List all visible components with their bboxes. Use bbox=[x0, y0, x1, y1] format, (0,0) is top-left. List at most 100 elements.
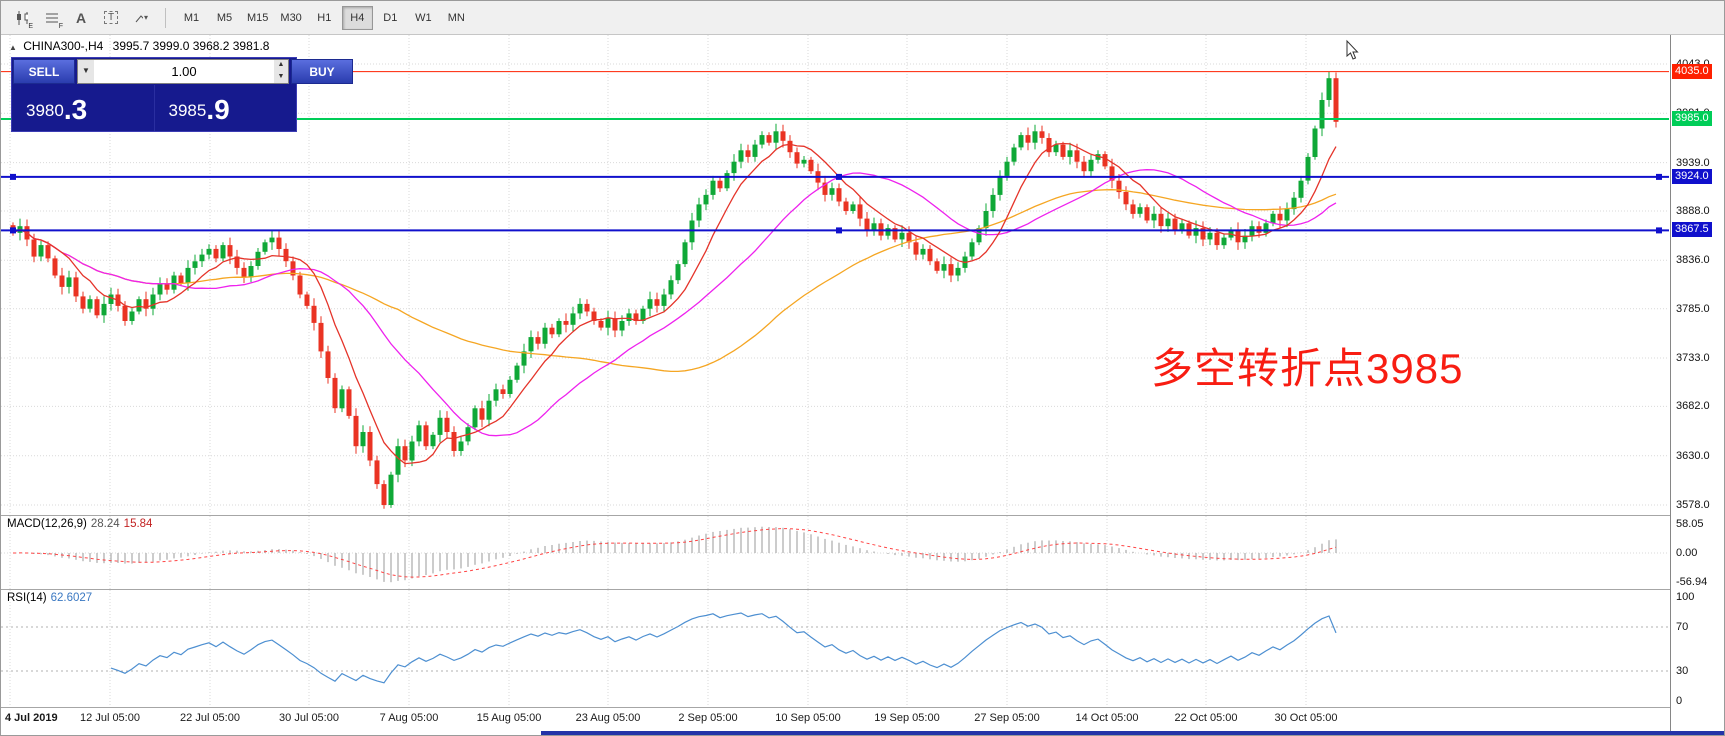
one-click-trading-panel: SELL ▼ ▲▼ BUY 3980.3 3985.9 bbox=[11, 57, 353, 132]
drawing-tools-icon[interactable]: ▾ bbox=[127, 5, 155, 30]
stepper-up-icon[interactable]: ▲ bbox=[277, 61, 285, 68]
horizontal-gridlines bbox=[1, 63, 1669, 506]
time-label: 23 Aug 05:00 bbox=[575, 712, 641, 724]
bid-base-digits: 3980 bbox=[26, 101, 64, 120]
chart-header: ▲ CHINA300-,H4 3995.7 3999.0 3968.2 3981… bbox=[9, 39, 269, 53]
vertical-gridlines bbox=[9, 35, 1307, 515]
time-label: 7 Aug 05:00 bbox=[379, 712, 439, 724]
timeframe-button-group: M1 M5 M15 M30 H1 H4 D1 W1 MN bbox=[176, 5, 472, 30]
time-label: 27 Sep 05:00 bbox=[974, 712, 1040, 724]
mouse-cursor-icon bbox=[1346, 39, 1359, 60]
time-label: 12 Jul 05:00 bbox=[80, 712, 140, 724]
rsi-svg[interactable] bbox=[1, 590, 1669, 707]
time-label: 22 Oct 05:00 bbox=[1174, 712, 1238, 724]
macd-axis-label: -56.94 bbox=[1676, 576, 1708, 588]
timeframe-m1-button[interactable]: M1 bbox=[176, 6, 207, 30]
chart-style-icon[interactable]: E bbox=[7, 5, 35, 30]
taskbar-fragment bbox=[541, 731, 1724, 735]
macd-main-value: 28.24 bbox=[90, 518, 120, 530]
time-label: 10 Sep 05:00 bbox=[775, 712, 841, 724]
price-tick-label: 3785.0 bbox=[1676, 302, 1710, 315]
ask-price[interactable]: 3985.9 bbox=[153, 85, 297, 131]
sell-button[interactable]: SELL bbox=[13, 59, 75, 84]
timeframe-m30-button[interactable]: M30 bbox=[275, 6, 306, 30]
ask-big-digits: .9 bbox=[206, 94, 230, 125]
ask-base-digits: 3985 bbox=[168, 101, 207, 120]
time-label: 15 Aug 05:00 bbox=[476, 712, 542, 724]
time-label: 4 Jul 2019 bbox=[5, 712, 58, 724]
time-axis[interactable]: 4 Jul 2019 12 Jul 05:00 22 Jul 05:00 30 Jul… bbox=[1, 708, 1670, 731]
time-label: 30 Oct 05:00 bbox=[1274, 712, 1338, 724]
trade-panel-top-row: SELL ▼ ▲▼ BUY bbox=[12, 58, 353, 85]
price-tick-label: 3578.0 bbox=[1676, 499, 1710, 511]
toolbar-icon-group: E F A T ▾ bbox=[7, 5, 155, 30]
ma-fast-line bbox=[12, 142, 1337, 465]
bid-big-digits: .3 bbox=[63, 94, 88, 125]
price-tick-label: 3682.0 bbox=[1676, 400, 1710, 413]
time-label: 19 Sep 05:00 bbox=[874, 712, 940, 724]
price-level-badge: 4035.0 bbox=[1672, 63, 1712, 79]
price-level-badge: 3924.0 bbox=[1672, 168, 1712, 184]
rsi-panel: RSI(14) 62.6027 bbox=[1, 590, 1670, 707]
price-tick-label: 3630.0 bbox=[1676, 449, 1710, 462]
volume-stepper[interactable]: ▲ ▼ bbox=[274, 60, 288, 83]
toolbar: E F A T ▾ M1 M5 M15 M30 H1 H4 D1 W1 MN bbox=[1, 1, 1724, 35]
macd-label: MACD(12,26,9) 28.24 15.84 bbox=[7, 518, 152, 530]
timeframe-m5-button[interactable]: M5 bbox=[209, 6, 240, 30]
price-tick-label: 3939.0 bbox=[1676, 156, 1710, 169]
macd-axis-label: 58.05 bbox=[1676, 518, 1704, 530]
volume-input[interactable] bbox=[94, 60, 274, 83]
timeframe-m15-button[interactable]: M15 bbox=[242, 6, 273, 30]
time-label: 30 Jul 05:00 bbox=[279, 712, 339, 724]
timeframe-h4-button[interactable]: H4 bbox=[341, 5, 373, 30]
ohlc-readout: 3995.7 3999.0 3968.2 3981.8 bbox=[112, 39, 270, 53]
stepper-down-icon[interactable]: ▼ bbox=[277, 72, 285, 80]
text-label-icon[interactable]: T bbox=[97, 5, 125, 30]
macd-axis-label: 0.00 bbox=[1676, 547, 1698, 559]
trade-panel-price-row: 3980.3 3985.9 bbox=[12, 85, 296, 131]
price-level-badge: 3867.5 bbox=[1672, 222, 1712, 238]
bid-price[interactable]: 3980.3 bbox=[12, 85, 154, 131]
panel-divider bbox=[1, 707, 1724, 708]
text-annotation-icon[interactable]: A bbox=[67, 5, 95, 30]
rsi-axis-label: 30 bbox=[1676, 665, 1689, 677]
timeframe-d1-button[interactable]: D1 bbox=[375, 6, 406, 30]
panel-divider[interactable] bbox=[1, 515, 1724, 516]
vertical-gridlines bbox=[9, 590, 1307, 707]
indicator-list-icon[interactable]: F bbox=[37, 5, 65, 30]
timeframe-mn-button[interactable]: MN bbox=[441, 6, 472, 30]
price-tick-label: 3733.0 bbox=[1676, 352, 1710, 364]
macd-svg[interactable] bbox=[1, 516, 1669, 589]
ma-slow-line bbox=[12, 189, 1337, 373]
macd-name: MACD(12,26,9) bbox=[7, 518, 87, 530]
main-chart-panel: ▲ CHINA300-,H4 3995.7 3999.0 3968.2 3981… bbox=[1, 35, 1670, 515]
price-tick-label: 3836.0 bbox=[1676, 254, 1710, 267]
bottom-strip bbox=[1, 731, 1724, 735]
rsi-axis-label: 70 bbox=[1676, 621, 1689, 633]
macd-signal-line bbox=[12, 528, 1337, 578]
rsi-line bbox=[110, 612, 1337, 684]
toolbar-separator bbox=[165, 7, 166, 28]
time-label: 2 Sep 05:00 bbox=[678, 712, 738, 724]
panel-divider[interactable] bbox=[1, 589, 1724, 590]
rsi-label: RSI(14) 62.6027 bbox=[7, 592, 92, 604]
timeframe-w1-button[interactable]: W1 bbox=[408, 6, 439, 30]
rsi-value: 62.6027 bbox=[50, 592, 93, 604]
time-label: 22 Jul 05:00 bbox=[180, 712, 240, 724]
candlestick-series bbox=[10, 71, 1339, 509]
symbol-period-label: CHINA300-,H4 bbox=[23, 39, 104, 53]
volume-dropdown-icon[interactable]: ▼ bbox=[78, 60, 94, 83]
price-axis[interactable]: 4043.03991.03939.03888.03836.03785.03733… bbox=[1670, 35, 1724, 735]
macd-histogram bbox=[19, 526, 1337, 583]
main-chart-svg[interactable] bbox=[1, 35, 1669, 515]
price-tick-label: 3888.0 bbox=[1676, 205, 1710, 217]
buy-button[interactable]: BUY bbox=[291, 59, 353, 84]
timeframe-h1-button[interactable]: H1 bbox=[309, 6, 340, 30]
time-label: 14 Oct 05:00 bbox=[1075, 712, 1139, 724]
macd-signal-value: 15.84 bbox=[123, 518, 153, 530]
chart-annotation: 多空转折点3985 bbox=[1151, 345, 1464, 392]
rsi-name: RSI(14) bbox=[7, 592, 47, 604]
collapse-arrow-icon[interactable]: ▲ bbox=[9, 43, 17, 52]
rsi-axis-label: 100 bbox=[1676, 591, 1695, 603]
